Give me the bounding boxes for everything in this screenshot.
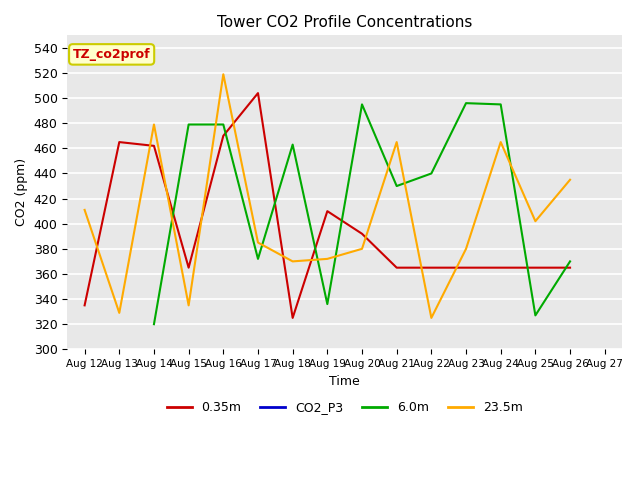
Title: Tower CO2 Profile Concentrations: Tower CO2 Profile Concentrations	[217, 15, 472, 30]
Legend: 0.35m, CO2_P3, 6.0m, 23.5m: 0.35m, CO2_P3, 6.0m, 23.5m	[161, 396, 528, 420]
Y-axis label: CO2 (ppm): CO2 (ppm)	[15, 158, 28, 227]
X-axis label: Time: Time	[330, 374, 360, 387]
Text: TZ_co2prof: TZ_co2prof	[73, 48, 150, 61]
